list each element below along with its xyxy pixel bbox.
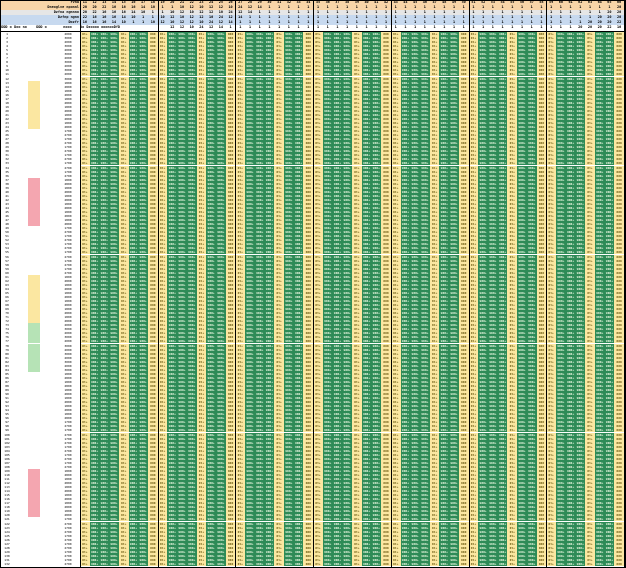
- header-cell: 1: [556, 25, 566, 30]
- header-cell: 1: [245, 25, 255, 30]
- header-cell: 1: [362, 25, 372, 30]
- header-cell: 1: [566, 25, 576, 30]
- header-cell: 1: [459, 25, 469, 30]
- header-cell: 1: [507, 25, 517, 30]
- header-cell: 1: [546, 25, 556, 30]
- header-cell: 1: [449, 25, 459, 30]
- header-cell: 1: [226, 25, 236, 30]
- header-cell: 24: [197, 25, 207, 30]
- header-cell: 1: [469, 25, 479, 30]
- header-cell: 1: [527, 25, 537, 30]
- header-cell: 1: [401, 25, 411, 30]
- header-cell: 20: [575, 25, 585, 30]
- header-cell: 1: [488, 25, 498, 30]
- header-cell: 1: [284, 25, 294, 30]
- header-cell: 1: [498, 25, 508, 30]
- header-cell: 1: [517, 25, 527, 30]
- header-cell: 1: [255, 25, 265, 30]
- header-cell: 12: [177, 25, 187, 30]
- header-cell: 1: [313, 25, 323, 30]
- header-cell: 1: [439, 25, 449, 30]
- header-cell: 1: [430, 25, 440, 30]
- header-cell: 1: [478, 25, 488, 30]
- header-cell: 1: [265, 25, 275, 30]
- header-cell: 10: [187, 25, 197, 30]
- header-cell: 1: [371, 25, 381, 30]
- header-cell: 1: [391, 25, 401, 30]
- header-cell: 12: [206, 25, 216, 30]
- header-cell: 1: [303, 25, 313, 30]
- header-cell: 1: [274, 25, 284, 30]
- header-cell: 1: [294, 25, 304, 30]
- header-cell: 1: [342, 25, 352, 30]
- header-cell: 1: [333, 25, 343, 30]
- header-cell: 20: [595, 25, 605, 30]
- header-cell: 1: [235, 25, 245, 30]
- header-cell: 14: [216, 25, 226, 30]
- header-cell: 1: [381, 25, 391, 30]
- header-cell: 16: [614, 25, 624, 30]
- header-cell: 1: [420, 25, 430, 30]
- header-cell: 1: [410, 25, 420, 30]
- header-cell: 20: [585, 25, 595, 30]
- header-cell: 1: [323, 25, 333, 30]
- header-cell: 1: [352, 25, 362, 30]
- header-cell: 1: [537, 25, 547, 30]
- header-cell: 22: [605, 25, 615, 30]
